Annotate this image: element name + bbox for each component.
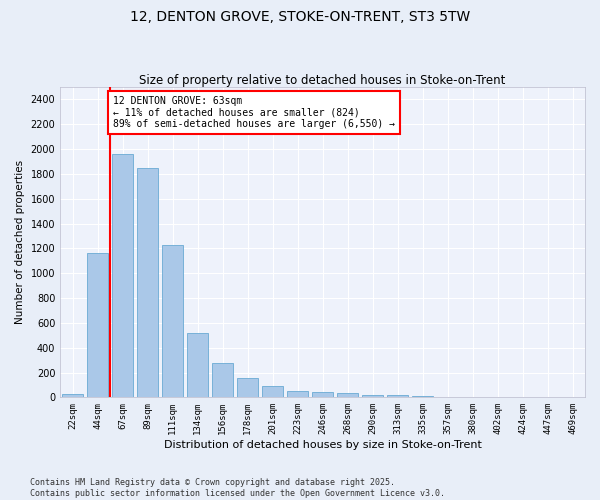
Bar	[312, 392, 333, 398]
Title: Size of property relative to detached houses in Stoke-on-Trent: Size of property relative to detached ho…	[139, 74, 506, 87]
Text: 12 DENTON GROVE: 63sqm
← 11% of detached houses are smaller (824)
89% of semi-de: 12 DENTON GROVE: 63sqm ← 11% of detached…	[113, 96, 395, 129]
Bar	[187, 334, 208, 398]
Bar	[137, 168, 158, 398]
Bar	[262, 386, 283, 398]
Text: 12, DENTON GROVE, STOKE-ON-TRENT, ST3 5TW: 12, DENTON GROVE, STOKE-ON-TRENT, ST3 5T…	[130, 10, 470, 24]
Bar	[87, 254, 108, 398]
Bar	[212, 363, 233, 398]
Y-axis label: Number of detached properties: Number of detached properties	[15, 160, 25, 324]
Bar	[412, 396, 433, 398]
Bar	[337, 394, 358, 398]
Bar	[387, 396, 408, 398]
Text: Contains HM Land Registry data © Crown copyright and database right 2025.
Contai: Contains HM Land Registry data © Crown c…	[30, 478, 445, 498]
Bar	[62, 394, 83, 398]
Bar	[112, 154, 133, 398]
Bar	[437, 396, 458, 398]
Bar	[237, 378, 258, 398]
Bar	[162, 244, 183, 398]
X-axis label: Distribution of detached houses by size in Stoke-on-Trent: Distribution of detached houses by size …	[164, 440, 482, 450]
Bar	[287, 391, 308, 398]
Bar	[362, 394, 383, 398]
